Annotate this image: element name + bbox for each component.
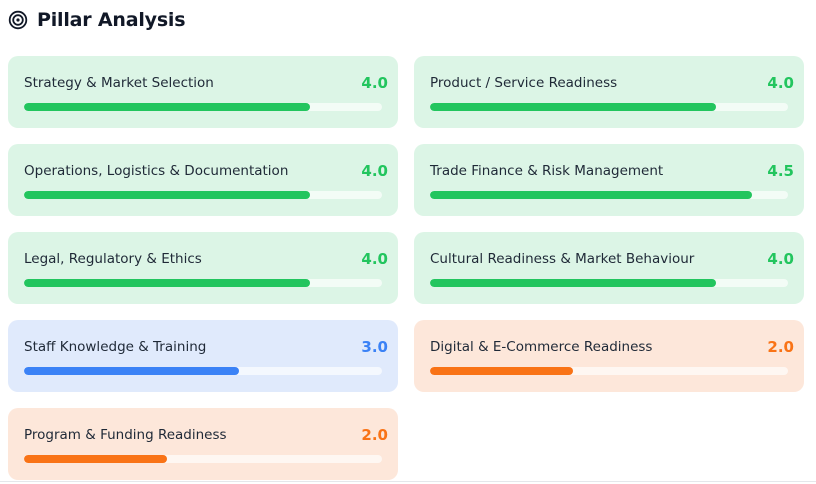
progress-fill [24, 367, 239, 375]
pillar-score: 2.0 [361, 426, 388, 444]
pillar-score: 4.0 [361, 162, 388, 180]
progress-track [430, 191, 788, 199]
pillar-label: Staff Knowledge & Training [24, 339, 207, 355]
pillar-score: 4.0 [361, 250, 388, 268]
pillar-label: Digital & E-Commerce Readiness [430, 339, 653, 355]
pillar-card: Operations, Logistics & Documentation 4.… [8, 144, 398, 216]
progress-track [24, 455, 382, 463]
pillar-card: Strategy & Market Selection 4.0 [8, 56, 398, 128]
pillar-label: Product / Service Readiness [430, 75, 618, 91]
progress-fill [24, 191, 311, 199]
pillar-card: Cultural Readiness & Market Behaviour 4.… [414, 232, 804, 304]
pillar-card: Legal, Regulatory & Ethics 4.0 [8, 232, 398, 304]
pillar-score: 4.0 [767, 74, 794, 92]
pillar-card: Trade Finance & Risk Management 4.5 [414, 144, 804, 216]
progress-track [430, 279, 788, 287]
pillar-grid: Strategy & Market Selection 4.0 Product … [8, 56, 804, 480]
target-icon [8, 10, 28, 30]
progress-fill [430, 367, 574, 375]
pillar-score: 3.0 [361, 338, 388, 356]
progress-fill [24, 455, 168, 463]
pillar-label: Operations, Logistics & Documentation [24, 163, 289, 179]
progress-track [430, 103, 788, 111]
pillar-card: Product / Service Readiness 4.0 [414, 56, 804, 128]
page-title: Pillar Analysis [37, 9, 186, 31]
progress-track [24, 279, 382, 287]
pillar-score: 2.0 [767, 338, 794, 356]
pillar-label: Program & Funding Readiness [24, 427, 227, 443]
pillar-score: 4.0 [361, 74, 388, 92]
progress-fill [430, 103, 717, 111]
progress-fill [430, 191, 753, 199]
progress-track [24, 367, 382, 375]
pillar-label: Cultural Readiness & Market Behaviour [430, 251, 695, 267]
progress-fill [430, 279, 717, 287]
progress-track [24, 103, 382, 111]
pillar-card: Digital & E-Commerce Readiness 2.0 [414, 320, 804, 392]
progress-track [430, 367, 788, 375]
section-header: Pillar Analysis [8, 6, 186, 34]
progress-fill [24, 103, 311, 111]
pillar-label: Legal, Regulatory & Ethics [24, 251, 202, 267]
divider [0, 481, 816, 482]
pillar-label: Trade Finance & Risk Management [430, 163, 664, 179]
pillar-score: 4.5 [767, 162, 794, 180]
pillar-card: Program & Funding Readiness 2.0 [8, 408, 398, 480]
pillar-score: 4.0 [767, 250, 794, 268]
pillar-label: Strategy & Market Selection [24, 75, 214, 91]
progress-fill [24, 279, 311, 287]
pillar-card: Staff Knowledge & Training 3.0 [8, 320, 398, 392]
progress-track [24, 191, 382, 199]
